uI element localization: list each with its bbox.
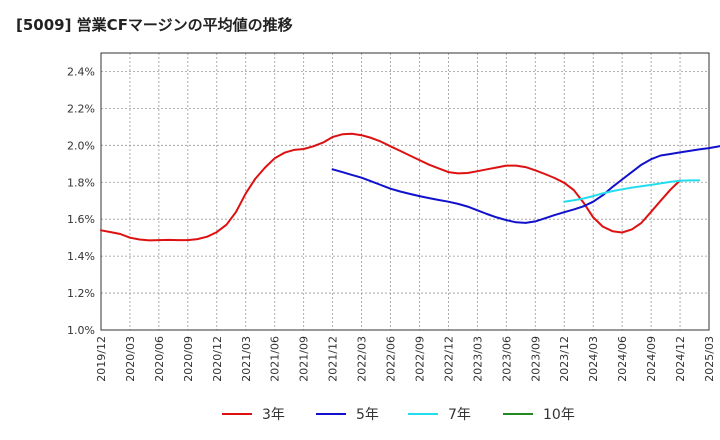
x-axis-ticks: 2019/12 2020/03 2020/06 2020/09 2020/12 2021/… <box>95 336 716 382</box>
legend-label: 3年 <box>262 407 285 423</box>
y-tick-label: 2.4% <box>67 65 95 78</box>
y-tick-label: 1.0% <box>67 324 95 337</box>
x-tick-label: 2021/09 <box>298 336 311 382</box>
series-line-3年 <box>100 132 681 242</box>
x-tick-label: 2021/12 <box>327 336 340 382</box>
plot-area <box>100 52 710 331</box>
grid <box>101 53 709 331</box>
y-tick-label: 1.6% <box>67 213 95 226</box>
x-tick-label: 2019/12 <box>95 336 108 382</box>
legend-label: 7年 <box>448 407 471 423</box>
x-tick-label: 2024/03 <box>587 336 600 382</box>
x-tick-label: 2022/03 <box>356 336 369 382</box>
y-tick-label: 1.8% <box>67 176 95 189</box>
x-tick-label: 2020/06 <box>153 336 166 382</box>
y-tick-label: 1.4% <box>67 250 95 263</box>
series-line-7年 <box>563 179 701 203</box>
x-tick-label: 2023/06 <box>500 336 513 382</box>
x-tick-label: 2021/06 <box>269 336 282 382</box>
legend: 3年 5年 7年 10年 <box>222 407 575 423</box>
y-tick-label: 2.0% <box>67 139 95 152</box>
series-line-5年 <box>331 145 720 224</box>
x-tick-label: 2023/03 <box>471 336 484 382</box>
x-tick-label: 2022/12 <box>442 336 455 382</box>
x-tick-label: 2022/09 <box>413 336 426 382</box>
x-tick-label: 2024/12 <box>674 336 687 382</box>
legend-label: 10年 <box>543 407 575 423</box>
series-lines <box>100 132 720 242</box>
x-tick-label: 2024/09 <box>645 336 658 382</box>
x-tick-label: 2020/09 <box>182 336 195 382</box>
x-tick-label: 2023/12 <box>558 336 571 382</box>
x-tick-label: 2021/03 <box>240 336 253 382</box>
y-axis-ticks: 1.0% 1.2% 1.4% 1.6% 1.8% 2.0% 2.2% 2.4% <box>67 65 95 337</box>
x-tick-label: 2022/06 <box>385 336 398 382</box>
x-tick-label: 2025/03 <box>703 336 716 382</box>
legend-label: 5年 <box>356 407 379 423</box>
y-tick-label: 2.2% <box>67 102 95 115</box>
x-tick-label: 2023/09 <box>529 336 542 382</box>
chart-title: [5009] 営業CFマージンの平均値の推移 <box>16 16 293 34</box>
y-tick-label: 1.2% <box>67 287 95 300</box>
x-tick-label: 2020/12 <box>211 336 224 382</box>
x-tick-label: 2024/06 <box>616 336 629 382</box>
x-tick-label: 2020/03 <box>124 336 137 382</box>
